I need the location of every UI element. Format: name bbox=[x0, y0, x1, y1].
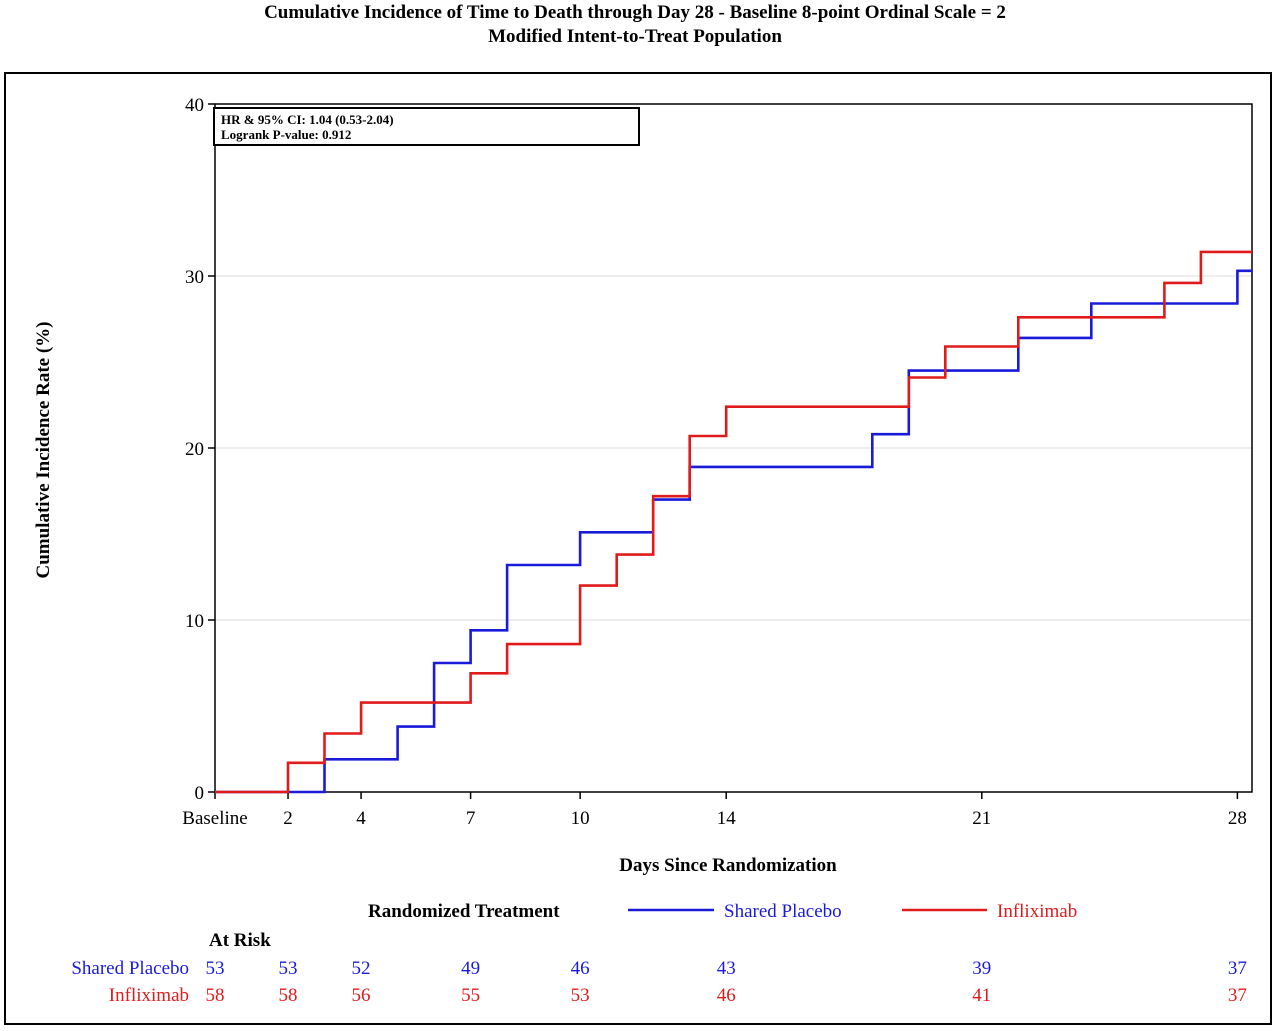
at-risk-value: 52 bbox=[352, 958, 371, 979]
at-risk-value: 37 bbox=[1228, 958, 1247, 979]
at-risk-value: 37 bbox=[1228, 985, 1247, 1006]
x-tick-label: 4 bbox=[356, 808, 366, 829]
chart-subtitle: Modified Intent-to-Treat Population bbox=[488, 26, 782, 47]
legend-item-label: Infliximab bbox=[997, 901, 1077, 922]
at-risk-value: 43 bbox=[717, 958, 736, 979]
at-risk-value: 41 bbox=[972, 985, 991, 1006]
at-risk-value: 49 bbox=[461, 958, 480, 979]
y-tick-label: 40 bbox=[185, 95, 204, 116]
y-tick-label: 0 bbox=[195, 783, 205, 804]
at-risk-value: 56 bbox=[352, 985, 371, 1006]
km-plot: 0 10 20 30 40 Baseline 2 4 7 10 14 21 28 HR & 95% CI… bbox=[33, 95, 1253, 1006]
chart-frame: 0 10 20 30 40 Baseline 2 4 7 10 14 21 28 HR & 95% CI… bbox=[4, 72, 1272, 1025]
stats-box-border bbox=[213, 107, 640, 146]
x-tick-label: 14 bbox=[717, 808, 737, 829]
series-line-shared-placebo bbox=[215, 269, 1252, 794]
y-tick-label: 20 bbox=[185, 439, 204, 460]
x-tick-label: 21 bbox=[972, 808, 991, 829]
stats-hr-text: HR & 95% CI: 1.04 (0.53-2.04) bbox=[221, 112, 394, 127]
y-tick-label: 30 bbox=[185, 267, 204, 288]
at-risk-value: 53 bbox=[571, 985, 590, 1006]
at-risk-value: 46 bbox=[717, 985, 736, 1006]
series-lines bbox=[215, 250, 1252, 794]
at-risk-row-label: Shared Placebo bbox=[71, 958, 189, 979]
at-risk-value: 39 bbox=[972, 958, 991, 979]
stats-logrank-text: Logrank P-value: 0.912 bbox=[221, 127, 351, 142]
at-risk-table: At Risk Shared Placebo 53 53 52 49 46 43 39 37 In… bbox=[71, 930, 1247, 1006]
series-line-infliximab bbox=[215, 250, 1252, 794]
y-axis-label: Cumulative Incidence Rate (%) bbox=[33, 322, 54, 579]
at-risk-value: 58 bbox=[206, 985, 225, 1006]
at-risk-value: 58 bbox=[279, 985, 298, 1006]
legend-title: Randomized Treatment bbox=[368, 901, 560, 922]
x-tick-label: 10 bbox=[571, 808, 590, 829]
axes: 0 10 20 30 40 Baseline 2 4 7 10 14 21 28 bbox=[182, 95, 1253, 829]
chart-title: Cumulative Incidence of Time to Death th… bbox=[264, 2, 1006, 23]
at-risk-title: At Risk bbox=[209, 930, 271, 951]
at-risk-value: 53 bbox=[206, 958, 225, 979]
x-axis-label: Days Since Randomization bbox=[619, 855, 837, 876]
x-tick-label: 28 bbox=[1228, 808, 1247, 829]
at-risk-row-label: Infliximab bbox=[109, 985, 189, 1006]
y-tick-label: 10 bbox=[185, 611, 204, 632]
legend-item-label: Shared Placebo bbox=[724, 901, 842, 922]
legend: Randomized Treatment Shared Placebo Infli… bbox=[368, 901, 1077, 922]
x-tick-label: 7 bbox=[466, 808, 476, 829]
at-risk-value: 55 bbox=[461, 985, 480, 1006]
at-risk-value: 46 bbox=[571, 958, 590, 979]
stats-box: HR & 95% CI: 1.04 (0.53-2.04) Logrank P-… bbox=[213, 107, 640, 146]
x-tick-label: Baseline bbox=[182, 808, 247, 829]
grid-lines bbox=[215, 103, 1252, 621]
x-tick-label: 2 bbox=[283, 808, 293, 829]
at-risk-value: 53 bbox=[279, 958, 298, 979]
